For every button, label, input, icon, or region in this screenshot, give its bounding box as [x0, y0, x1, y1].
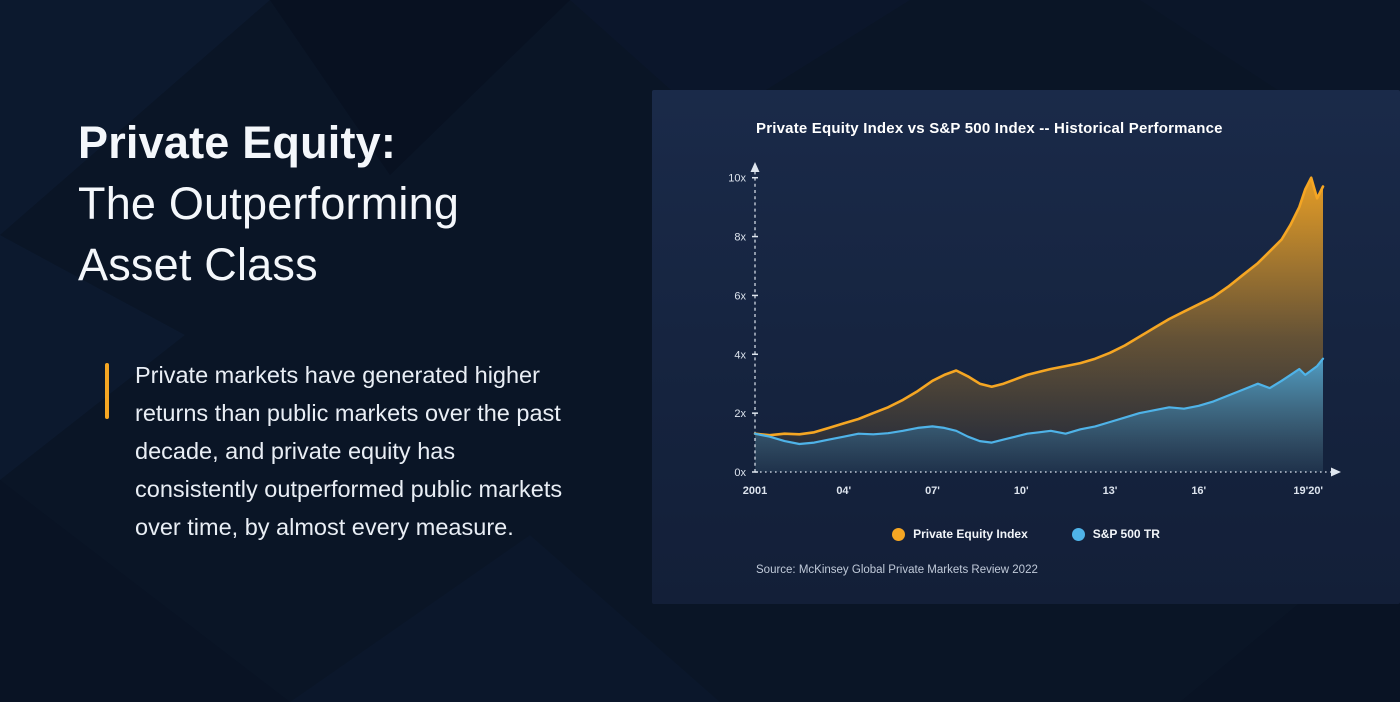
accent-bar: [105, 363, 109, 419]
chart-areas: [755, 177, 1323, 472]
title-line-1: Private Equity:: [78, 117, 397, 168]
svg-text:6x: 6x: [734, 290, 746, 302]
svg-text:2x: 2x: [734, 408, 746, 420]
svg-text:8x: 8x: [734, 232, 746, 244]
page-title: Private Equity: The Outperforming Asset …: [78, 112, 459, 295]
legend-item-private-equity: Private Equity Index: [892, 527, 1028, 541]
title-line-3: Asset Class: [78, 239, 318, 290]
legend-item-sp500: S&P 500 TR: [1071, 527, 1160, 541]
svg-text:10': 10': [1014, 485, 1029, 497]
svg-text:4x: 4x: [734, 349, 746, 361]
source-attribution: Source: McKinsey Global Private Markets …: [756, 564, 1038, 576]
legend-dot-private-equity-icon: [892, 527, 906, 541]
legend-label-private-equity: Private Equity Index: [913, 527, 1028, 541]
svg-text:2001: 2001: [743, 485, 767, 497]
chart-axis-labels: 10x 8x 6x 4x 2x 0x 2001 04' 07' 10' 13' 16' 19'20': [728, 173, 1323, 497]
svg-text:13': 13': [1103, 485, 1118, 497]
title-line-2: The Outperforming: [78, 178, 460, 229]
svg-text:04': 04': [836, 485, 851, 497]
svg-text:19'20': 19'20': [1293, 485, 1323, 497]
body-text: Private markets have generated higher re…: [135, 362, 563, 540]
chart-title: Private Equity Index vs S&P 500 Index --…: [756, 120, 1223, 137]
svg-text:07': 07': [925, 485, 940, 497]
line-chart: 10x 8x 6x 4x 2x 0x 2001 04' 07' 10' 13' 16' 19'20': [728, 162, 1341, 497]
svg-text:0x: 0x: [734, 467, 746, 479]
svg-text:16': 16': [1191, 485, 1206, 497]
chart-lines: [753, 176, 1325, 446]
chart-axes: [750, 162, 1341, 477]
legend-label-sp500: S&P 500 TR: [1092, 527, 1160, 541]
svg-text:10x: 10x: [728, 173, 746, 185]
chart-panel: Private Equity Index vs S&P 500 Index --…: [652, 90, 1400, 604]
chart-legend: Private Equity Index S&P 500 TR: [652, 527, 1400, 541]
legend-dot-sp500-icon: [1071, 527, 1085, 541]
